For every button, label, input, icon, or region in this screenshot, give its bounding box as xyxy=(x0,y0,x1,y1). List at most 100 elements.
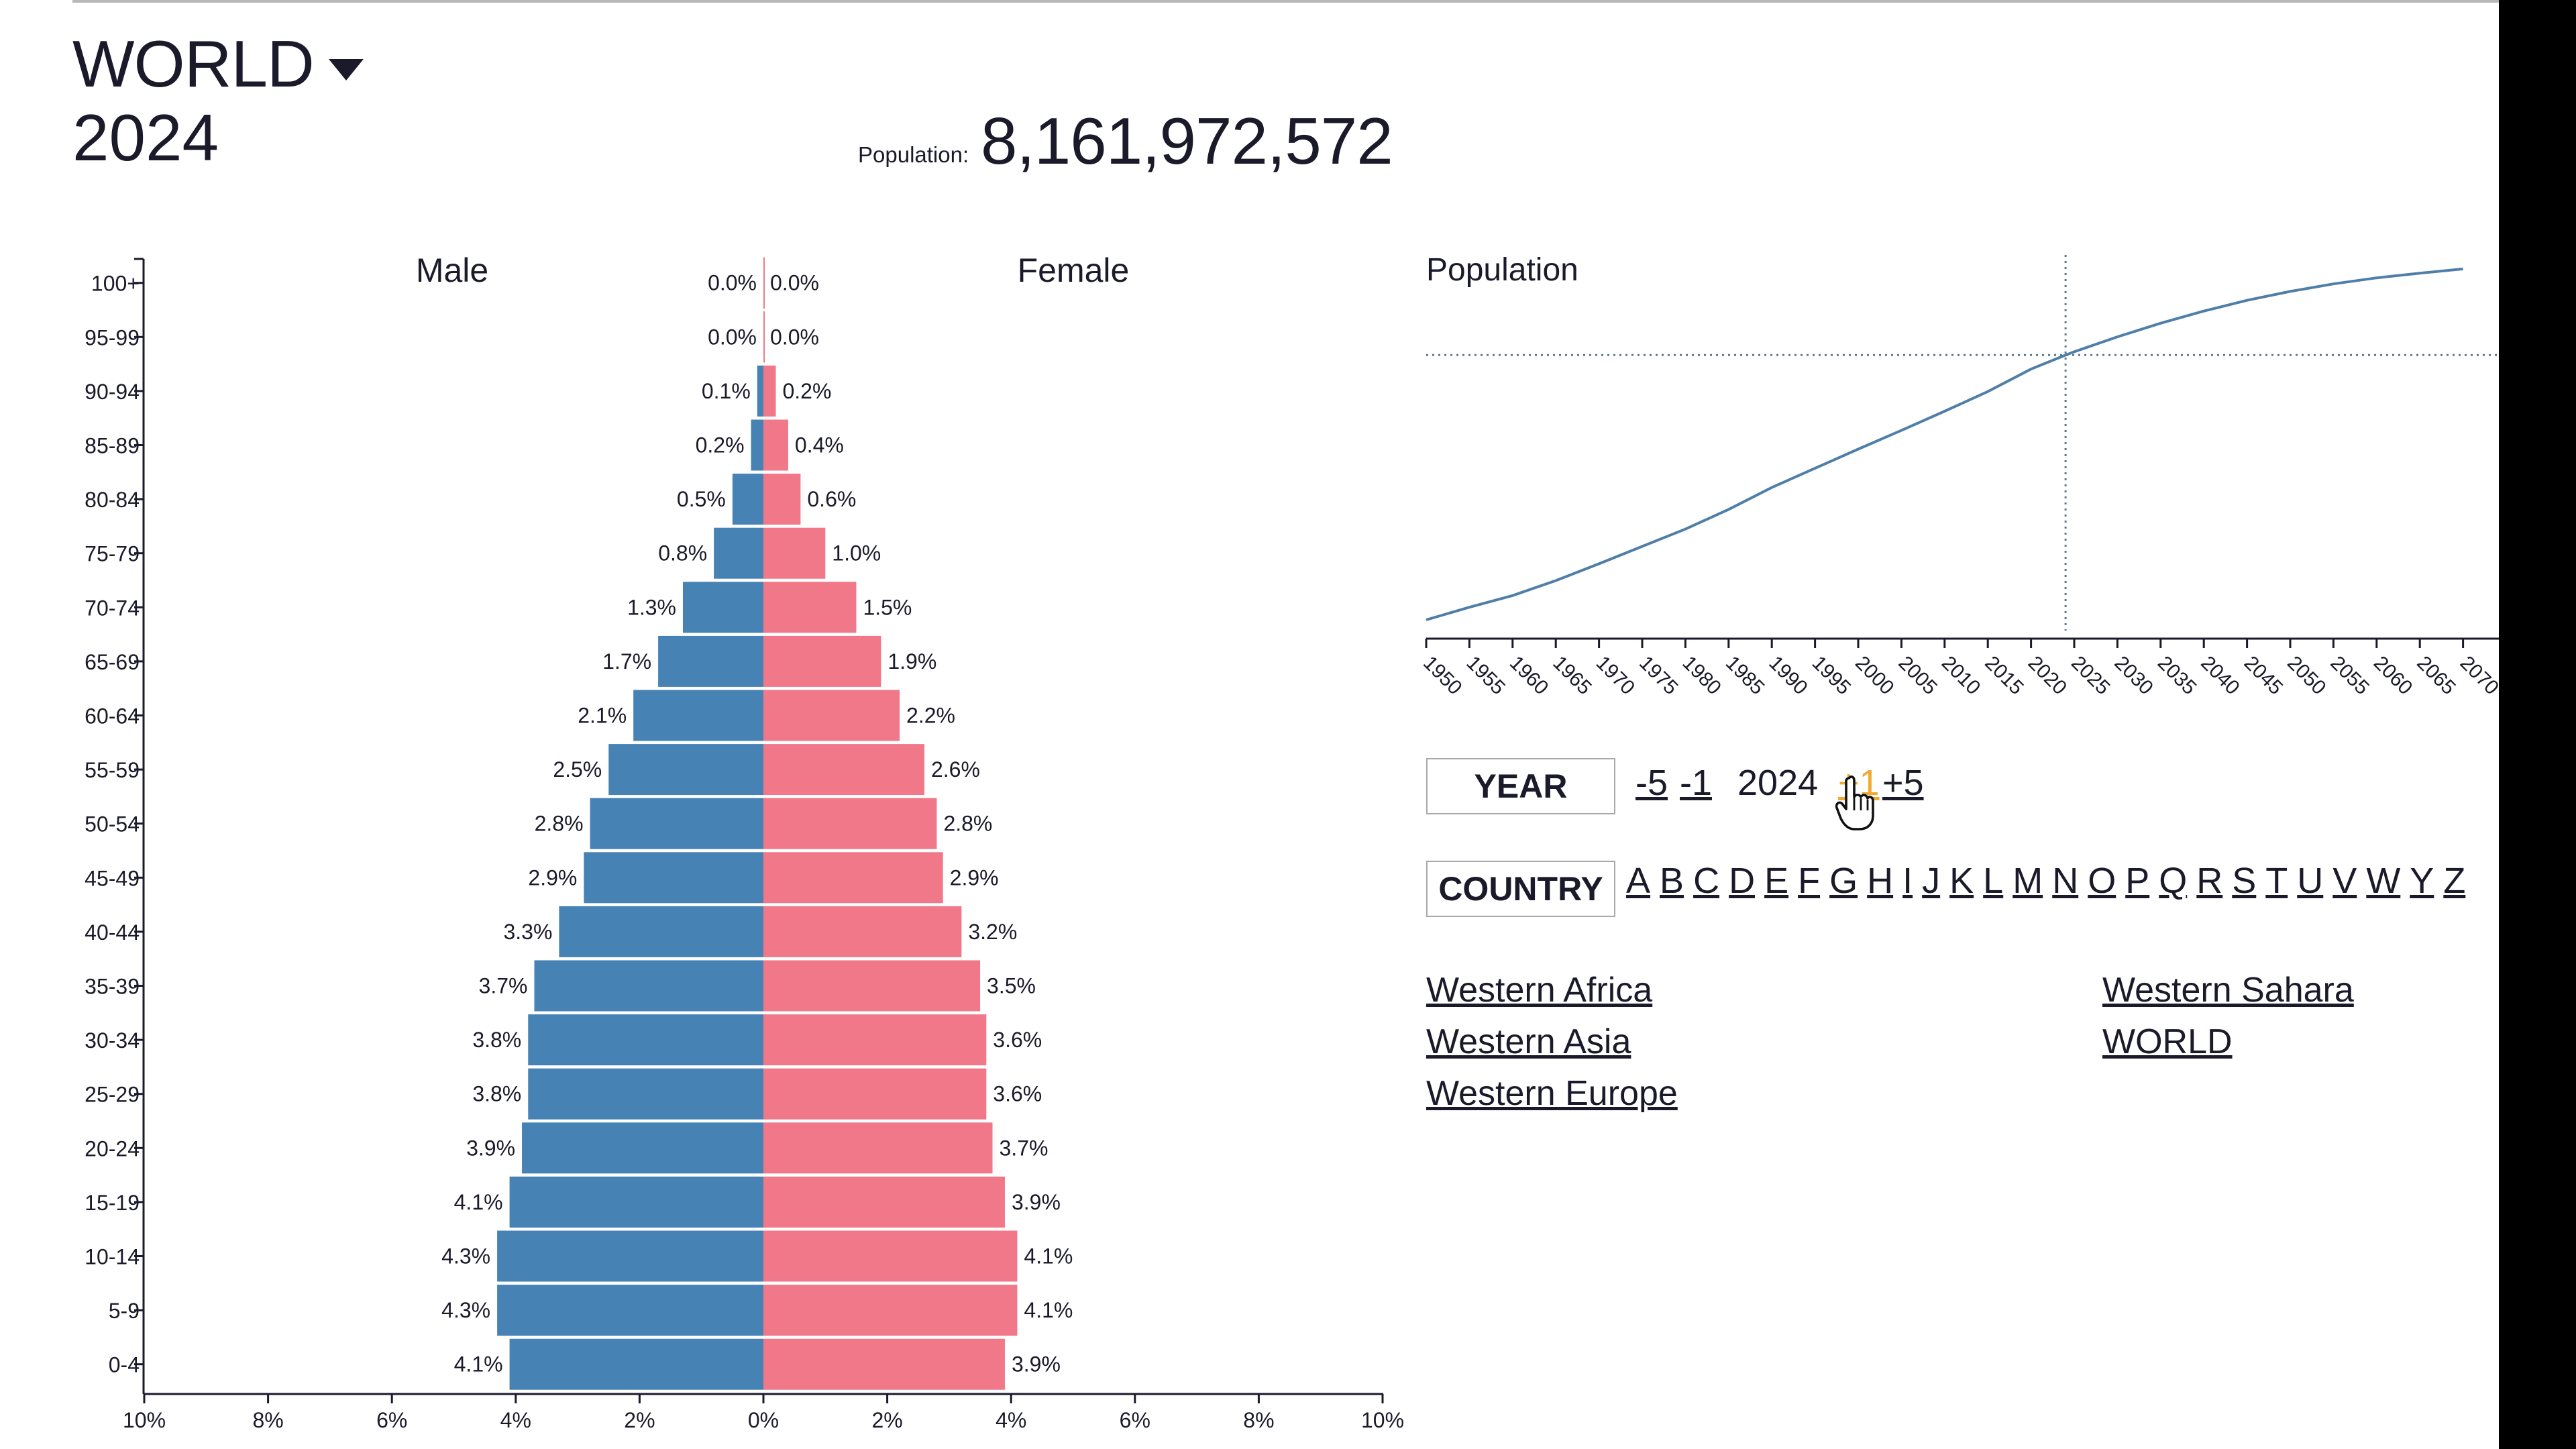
female-value-label: 2.8% xyxy=(943,812,992,836)
female-value-label: 0.2% xyxy=(782,379,831,403)
x-tick-label: 2% xyxy=(871,1408,902,1432)
male-value-label: 0.0% xyxy=(708,271,757,295)
age-group-label: 35-39 xyxy=(85,975,140,999)
link-western-africa[interactable]: Western Africa xyxy=(1426,971,1653,1010)
link-western-asia[interactable]: Western Asia xyxy=(1426,1022,1631,1061)
female-bar xyxy=(763,1122,993,1174)
female-bar xyxy=(763,635,881,687)
year-tick-label: 2010 xyxy=(1937,652,1985,700)
year-tick-label: 1995 xyxy=(1808,652,1856,700)
female-value-label: 3.6% xyxy=(993,1028,1042,1052)
link-western-sahara[interactable]: Western Sahara xyxy=(2102,971,2354,1010)
country-letter-p[interactable]: P xyxy=(2125,861,2150,901)
year-tick-label: 2060 xyxy=(2369,652,2417,700)
year-title: 2024 xyxy=(72,101,219,174)
country-button[interactable]: COUNTRY xyxy=(1426,861,1615,917)
country-letter-r[interactable]: R xyxy=(2196,861,2223,901)
country-letter-n[interactable]: N xyxy=(2052,861,2079,901)
year-tick-label: 2000 xyxy=(1851,652,1898,700)
female-bar xyxy=(763,311,765,363)
year-tick-label: 1985 xyxy=(1721,652,1769,700)
year-minus-5-link[interactable]: -5 xyxy=(1635,763,1668,803)
x-tick-label: 4% xyxy=(500,1408,531,1432)
female-value-label: 3.2% xyxy=(968,920,1017,944)
year-tick-label: 2020 xyxy=(2024,652,2072,700)
population-line xyxy=(1426,267,2463,621)
male-bar xyxy=(732,474,763,525)
male-bar xyxy=(757,365,763,417)
male-bar xyxy=(683,582,763,633)
year-plus-5-link[interactable]: +5 xyxy=(1882,763,1924,803)
female-bar xyxy=(763,1014,987,1066)
age-group-label: 10-14 xyxy=(85,1245,140,1269)
country-letter-a[interactable]: A xyxy=(1626,861,1651,901)
region-name: WORLD xyxy=(72,27,315,101)
female-bar xyxy=(763,582,857,633)
year-tick-label: 2035 xyxy=(2153,652,2201,700)
female-bar xyxy=(763,527,826,579)
country-letter-e[interactable]: E xyxy=(1764,861,1789,901)
region-selector[interactable]: WORLD xyxy=(72,27,364,101)
country-letter-h[interactable]: H xyxy=(1867,861,1894,901)
link-western-europe[interactable]: Western Europe xyxy=(1426,1074,1678,1113)
x-tick-label: 6% xyxy=(376,1408,407,1432)
country-letter-t[interactable]: T xyxy=(2265,861,2288,901)
female-bar xyxy=(763,798,937,849)
female-value-label: 4.1% xyxy=(1024,1298,1073,1322)
link-world[interactable]: WORLD xyxy=(2102,1022,2233,1061)
country-letter-f[interactable]: F xyxy=(1798,861,1821,901)
country-letter-k[interactable]: K xyxy=(1949,861,1974,901)
male-bar xyxy=(534,960,763,1012)
male-value-label: 4.3% xyxy=(441,1298,490,1322)
male-value-label: 2.9% xyxy=(528,865,577,890)
country-letter-s[interactable]: S xyxy=(2232,861,2257,901)
female-bar xyxy=(763,690,900,741)
country-letter-z[interactable]: Z xyxy=(2443,861,2466,901)
year-minus-1-link[interactable]: -1 xyxy=(1680,763,1713,803)
female-value-label: 0.0% xyxy=(770,325,819,349)
male-bar xyxy=(590,798,763,849)
age-group-label: 95-99 xyxy=(85,325,140,350)
country-letter-y[interactable]: Y xyxy=(2410,861,2434,901)
country-letter-d[interactable]: D xyxy=(1729,861,1756,901)
year-tick-label: 2050 xyxy=(2283,652,2330,700)
population-label: Population: xyxy=(858,142,969,167)
country-letter-o[interactable]: O xyxy=(2088,861,2116,901)
country-letter-m[interactable]: M xyxy=(2012,861,2043,901)
x-tick-label: 8% xyxy=(252,1408,283,1432)
male-value-label: 3.7% xyxy=(479,974,528,998)
female-value-label: 3.7% xyxy=(1000,1136,1049,1160)
country-letter-u[interactable]: U xyxy=(2297,861,2324,901)
male-value-label: 2.5% xyxy=(553,757,602,782)
female-value-label: 3.9% xyxy=(1012,1352,1061,1377)
population-pyramid-chart: Male Female 4.1% 3.9% 4.3% 4.1% 4.3% 4.1% 4.1%… xyxy=(85,252,1404,1432)
year-button[interactable]: YEAR xyxy=(1426,758,1615,814)
male-value-label: 0.0% xyxy=(708,325,757,349)
country-letter-v[interactable]: V xyxy=(2332,861,2357,901)
country-letter-l[interactable]: L xyxy=(1983,861,2004,901)
country-letter-c[interactable]: C xyxy=(1693,861,1720,901)
country-letter-j[interactable]: J xyxy=(1922,861,1941,901)
age-group-label: 65-69 xyxy=(85,650,140,674)
age-group-label: 75-79 xyxy=(85,542,140,566)
country-letter-w[interactable]: W xyxy=(2366,861,2401,901)
caret-down-icon[interactable] xyxy=(328,59,364,80)
year-tick-label: 1955 xyxy=(1462,652,1509,700)
country-letter-q[interactable]: Q xyxy=(2159,861,2188,901)
male-value-label: 2.8% xyxy=(535,812,584,836)
male-value-label: 0.8% xyxy=(658,541,707,566)
female-value-label: 2.6% xyxy=(931,757,980,782)
male-bar xyxy=(509,1176,763,1228)
country-letter-i[interactable]: I xyxy=(1902,861,1913,901)
country-letter-b[interactable]: B xyxy=(1660,861,1684,901)
male-bar xyxy=(658,635,763,687)
year-tick-label: 1980 xyxy=(1678,652,1725,700)
female-bar xyxy=(763,852,943,904)
year-tick-label: 2005 xyxy=(1894,652,1941,700)
year-tick-label: 2040 xyxy=(2196,652,2244,700)
age-group-label: 45-49 xyxy=(85,866,140,890)
male-bar xyxy=(497,1285,763,1336)
line-chart-title: Population xyxy=(1426,252,1578,288)
country-letter-g[interactable]: G xyxy=(1829,861,1858,901)
female-value-label: 3.5% xyxy=(987,974,1036,998)
